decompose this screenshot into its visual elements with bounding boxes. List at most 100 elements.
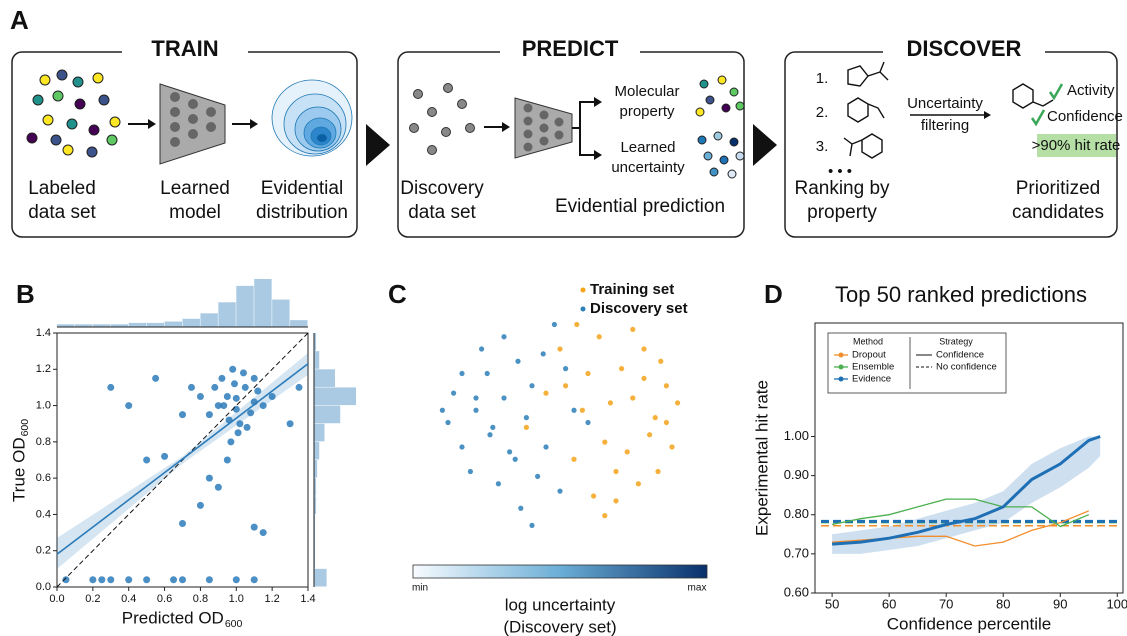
- point: [231, 380, 238, 387]
- point: [240, 369, 247, 376]
- point: [653, 415, 658, 420]
- point: [630, 327, 635, 332]
- point: [535, 474, 540, 479]
- point: [591, 493, 596, 498]
- point: [513, 457, 518, 462]
- point: [125, 576, 132, 583]
- point: [543, 444, 548, 449]
- point: [296, 384, 303, 391]
- point: [557, 346, 562, 351]
- property-dots: [696, 76, 744, 116]
- point: [468, 469, 473, 474]
- y-hist-bar: [314, 406, 340, 424]
- y-hist-bar: [314, 369, 335, 387]
- y-tick-label: 0.80: [784, 506, 809, 521]
- point: [574, 322, 579, 327]
- point: [664, 420, 669, 425]
- point: [211, 384, 218, 391]
- point: [236, 420, 243, 427]
- stage-title: PREDICT: [522, 36, 619, 61]
- point: [251, 375, 258, 382]
- x-tick-label: 0.8: [193, 593, 208, 605]
- point: [287, 420, 294, 427]
- y-tick-label: 0.60: [784, 584, 809, 599]
- point: [602, 440, 607, 445]
- checkmark: [1050, 84, 1062, 98]
- y-tick-label: 1.2: [36, 363, 51, 375]
- y-tick-label: 0.0: [36, 581, 51, 593]
- point: [541, 351, 546, 356]
- label: uncertainty: [611, 159, 685, 176]
- axis-label-sub: 600: [225, 618, 243, 630]
- point: [597, 334, 602, 339]
- point: [233, 406, 240, 413]
- label: model: [169, 202, 221, 223]
- point: [473, 395, 478, 400]
- x-hist-bar: [183, 319, 200, 327]
- point: [233, 395, 240, 402]
- branch-arrows: [572, 97, 602, 160]
- chevron: [753, 124, 777, 166]
- point: [515, 359, 520, 364]
- point: [179, 411, 186, 418]
- x-tick-label: 80: [996, 596, 1010, 611]
- label: Molecular: [614, 83, 679, 100]
- point: [613, 469, 618, 474]
- point: [585, 371, 590, 376]
- label: Prioritized: [1016, 178, 1100, 199]
- point: [143, 457, 150, 464]
- point: [233, 576, 240, 583]
- legend-swatch: [839, 377, 844, 382]
- point: [242, 384, 249, 391]
- x-tick-label: 1.0: [229, 593, 244, 605]
- point: [260, 529, 267, 536]
- y-tick-label: 0.6: [36, 472, 51, 484]
- uncertainty-dots: [698, 132, 744, 178]
- point: [636, 481, 641, 486]
- x-hist-bar: [254, 279, 271, 327]
- legend-label: Dropout: [852, 350, 886, 361]
- charts: 0.00.20.40.60.81.01.21.40.00.20.40.60.81…: [9, 279, 1127, 636]
- point: [459, 444, 464, 449]
- point: [188, 384, 195, 391]
- x-hist-bar: [147, 323, 164, 327]
- point: [658, 359, 663, 364]
- y-hist-bar: [314, 387, 356, 405]
- point: [647, 432, 652, 437]
- point: [215, 484, 222, 491]
- point: [220, 402, 227, 409]
- point: [260, 402, 267, 409]
- network-icon: [515, 98, 572, 158]
- point: [218, 375, 225, 382]
- arrow: [232, 119, 258, 129]
- x-tick-label: 0.2: [85, 593, 100, 605]
- label: Uncertainty: [907, 95, 983, 112]
- point: [235, 429, 242, 436]
- axis-label: Confidence percentile: [887, 614, 1051, 633]
- label: data set: [28, 202, 96, 223]
- point: [206, 576, 213, 583]
- y-hist-bar: [314, 569, 327, 587]
- y-tick-label: 1.4: [36, 327, 51, 339]
- point: [608, 400, 613, 405]
- y-hist-bar: [314, 424, 325, 442]
- point: [479, 346, 484, 351]
- point: [630, 395, 635, 400]
- axis-label: Experimental hit rate: [752, 380, 771, 536]
- point: [664, 383, 669, 388]
- fit-band: [57, 353, 308, 569]
- x-tick-label: 100: [1106, 596, 1127, 611]
- label: Learned: [160, 178, 230, 199]
- point: [224, 393, 231, 400]
- label: distribution: [256, 202, 348, 223]
- point: [669, 444, 674, 449]
- point: [557, 489, 562, 494]
- colorbar-max: max: [688, 583, 707, 594]
- point: [459, 371, 464, 376]
- point: [487, 432, 492, 437]
- point: [507, 449, 512, 454]
- point: [107, 576, 114, 583]
- x-hist-bar: [129, 323, 146, 327]
- chevron: [366, 124, 390, 166]
- point: [445, 420, 450, 425]
